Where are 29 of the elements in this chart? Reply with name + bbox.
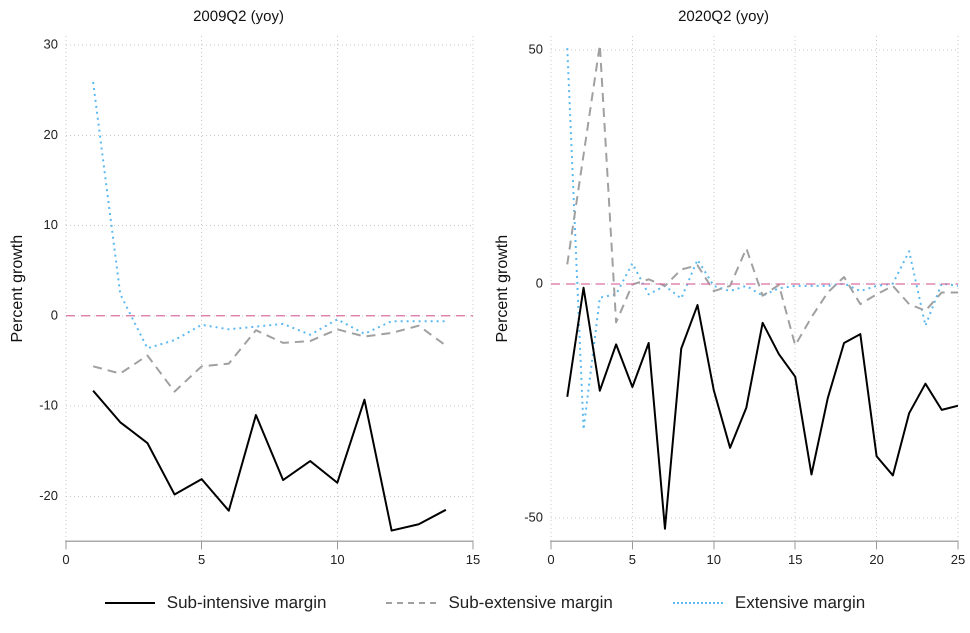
- y-tick-label: -50: [524, 510, 543, 525]
- y-tick-label: 30: [44, 36, 58, 52]
- y-tick-label: 0: [536, 276, 543, 291]
- x-tick-label: 0: [547, 552, 555, 567]
- y-axis-title: Percent growth: [494, 234, 512, 343]
- y-tick-label: 0: [50, 307, 58, 322]
- legend-label: Sub-extensive margin: [448, 593, 613, 613]
- y-tick-label: 20: [44, 126, 58, 142]
- x-tick-label: 10: [330, 552, 345, 567]
- line-series: [92, 81, 447, 350]
- x-tick-label: 20: [869, 552, 884, 567]
- line-series: [92, 324, 447, 393]
- y-tick-label: -20: [39, 488, 58, 503]
- y-tick-label: -10: [39, 398, 58, 413]
- y-axis-title: Percent growth: [9, 234, 26, 343]
- x-tick-label: 10: [706, 552, 722, 567]
- x-tick-label: 5: [628, 552, 636, 567]
- legend-label: Extensive margin: [734, 593, 866, 613]
- legend-label: Sub-intensive margin: [166, 593, 326, 613]
- chart-title: 2020Q2 (yoy): [678, 8, 769, 26]
- y-tick-label: 50: [528, 42, 543, 57]
- x-tick-label: 25: [950, 552, 966, 567]
- chart-title: 2009Q2 (yoy): [193, 8, 284, 26]
- y-tick-label: 10: [44, 217, 58, 232]
- line-series: [566, 47, 958, 431]
- x-tick-label: 15: [788, 552, 802, 567]
- x-tick-label: 5: [198, 552, 206, 567]
- x-tick-label: 15: [466, 552, 480, 567]
- x-tick-label: 0: [62, 552, 70, 567]
